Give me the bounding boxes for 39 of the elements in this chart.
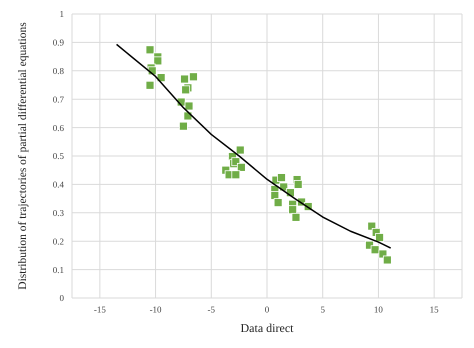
x-tick-label: 5 (320, 304, 326, 314)
y-tick-label: 0 (60, 293, 64, 304)
point (375, 233, 384, 242)
y-tick-label: 0.9 (52, 38, 64, 48)
y-tick-label: 0.1 (52, 264, 64, 275)
point (179, 122, 188, 131)
x-tick-label: -5 (208, 304, 216, 314)
point (274, 198, 283, 207)
y-axis-title: Distribution of trajectories of partial differential equations (17, 22, 30, 290)
point (236, 146, 245, 154)
point (231, 170, 240, 180)
point (146, 80, 154, 90)
y-tick-label: 0.7 (52, 94, 64, 104)
y-tick-label: 0.2 (52, 236, 64, 246)
point (236, 162, 246, 172)
x-tick-label: -15 (94, 304, 106, 314)
point (292, 212, 300, 222)
line-series (116, 44, 392, 249)
point (184, 102, 194, 110)
y-tick-label: 0.4 (52, 180, 64, 190)
y-tick-label: 0.5 (52, 151, 64, 162)
point (382, 256, 392, 264)
point (294, 180, 303, 189)
point (153, 56, 162, 66)
point (180, 74, 189, 84)
y-tick-label: 0.8 (52, 66, 64, 76)
x-axis-title: Data direct (240, 321, 294, 335)
y-tick-label: 1 (60, 9, 64, 20)
y-tick-label: 0.6 (52, 122, 64, 133)
y-tick-label: 0.3 (52, 208, 64, 218)
point (146, 45, 154, 54)
x-tick-label: 10 (374, 304, 384, 314)
point (288, 205, 298, 214)
x-tick-label: -10 (150, 304, 162, 314)
point (370, 245, 380, 254)
point (189, 72, 198, 82)
x-tick-label: 0 (264, 304, 270, 314)
point (277, 173, 286, 182)
x-tick-label: 15 (430, 304, 440, 314)
